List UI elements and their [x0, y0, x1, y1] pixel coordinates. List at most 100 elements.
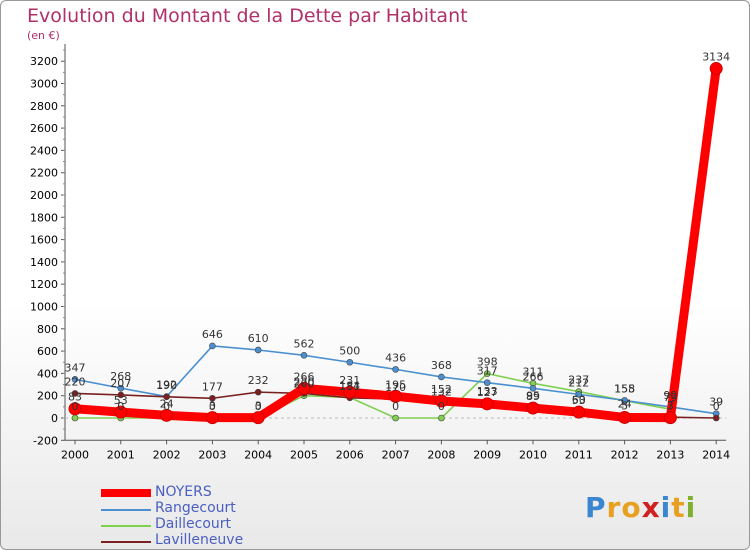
data-label: 7 — [667, 399, 674, 412]
data-point — [438, 414, 445, 422]
data-label: 5 — [621, 399, 628, 412]
y-tick-label: 3200 — [30, 55, 58, 68]
data-label: 60 — [572, 393, 586, 406]
y-tick-label: 800 — [37, 323, 58, 336]
data-point — [575, 391, 583, 398]
data-point — [392, 414, 399, 422]
data-point — [438, 373, 445, 381]
data-label: 237 — [568, 374, 589, 387]
data-point — [71, 390, 79, 397]
data-label: 195 — [385, 378, 406, 391]
data-point — [712, 414, 720, 422]
x-tick-label: 2011 — [565, 448, 593, 461]
data-label: 0 — [392, 400, 399, 413]
legend-label-daillecourt: Daillecourt — [155, 516, 232, 532]
x-tick-label: 2008 — [427, 448, 455, 461]
data-point — [346, 358, 354, 366]
data-label: 127 — [477, 386, 498, 399]
data-label: 24 — [160, 397, 174, 410]
legend-swatch-daillecourt — [101, 525, 151, 527]
data-label: 3 — [209, 400, 216, 413]
y-tick-label: -200 — [33, 434, 58, 447]
logo-letter: P — [585, 491, 607, 524]
data-label: 3134 — [702, 51, 730, 64]
data-label: 0 — [255, 400, 262, 413]
data-point — [209, 342, 216, 350]
x-tick-label: 2007 — [382, 448, 410, 461]
data-label: 347 — [65, 361, 86, 374]
y-tick-label: 1200 — [30, 278, 58, 291]
logo-letter: x — [641, 491, 661, 524]
data-label: 0 — [163, 400, 170, 413]
legend: NOYERS Rangecourt Daillecourt Lavilleneu… — [101, 484, 301, 549]
legend-label-rangecourt: Rangecourt — [155, 500, 236, 516]
data-label: 232 — [248, 374, 269, 387]
data-label: 200 — [294, 378, 315, 391]
legend-item-lavilleneuve: Lavilleneuve — [101, 532, 301, 549]
data-label: 317 — [477, 365, 498, 378]
data-label: 177 — [202, 380, 223, 393]
data-label: 0 — [438, 400, 445, 413]
data-point — [434, 394, 448, 408]
series-rangecourt — [71, 342, 720, 417]
data-label: 0 — [117, 400, 124, 413]
y-tick-label: 2200 — [30, 167, 58, 180]
data-label: 170 — [385, 381, 406, 394]
data-label: 646 — [202, 328, 223, 341]
data-label: 24 — [618, 397, 632, 410]
data-point — [572, 405, 586, 419]
data-label: 562 — [294, 337, 315, 350]
data-point — [163, 393, 170, 401]
x-tick-label: 2014 — [702, 448, 730, 461]
data-label: 184 — [339, 379, 360, 392]
logo-letter: t — [671, 491, 686, 524]
data-label: 231 — [339, 374, 360, 387]
y-tick-label: 1600 — [30, 234, 58, 247]
data-label: 192 — [156, 379, 177, 392]
data-point — [117, 384, 125, 392]
data-point — [621, 397, 628, 404]
data-point — [709, 62, 723, 76]
data-point — [663, 411, 677, 425]
data-label: 133 — [477, 385, 498, 398]
data-label: 368 — [431, 359, 452, 372]
data-point — [68, 402, 82, 416]
proxiti-logo: Proxiti — [585, 491, 696, 524]
data-point — [71, 414, 79, 422]
x-tick-label: 2004 — [244, 448, 272, 461]
y-tick-label: 600 — [37, 345, 58, 358]
data-label: 220 — [294, 375, 315, 388]
x-tick-label: 2003 — [198, 448, 226, 461]
data-label: 132 — [431, 385, 452, 398]
y-tick-label: 1800 — [30, 211, 58, 224]
legend-swatch-noyers — [101, 489, 151, 497]
logo-letter: o — [621, 491, 642, 524]
y-tick-label: 1000 — [30, 301, 58, 314]
data-point — [483, 379, 491, 386]
logo-letter: i — [685, 491, 697, 524]
data-label: 181 — [339, 380, 360, 393]
x-tick-label: 2005 — [290, 448, 318, 461]
y-tick-label: 2800 — [30, 100, 58, 113]
chart-title: Evolution du Montant de la Dette par Hab… — [27, 5, 468, 27]
series-line-noyers — [70, 64, 721, 423]
x-tick-label: 2002 — [153, 448, 181, 461]
x-tick-label: 2013 — [656, 448, 684, 461]
y-tick-label: 0 — [51, 412, 58, 425]
data-label: 39 — [709, 396, 723, 409]
legend-item-noyers: NOYERS — [101, 484, 301, 501]
x-tick-label: 2012 — [611, 448, 639, 461]
data-point — [529, 385, 537, 392]
chart-subtitle: (en €) — [27, 29, 60, 42]
data-label: 53 — [572, 394, 586, 407]
data-label: 95 — [526, 389, 540, 402]
data-point — [526, 401, 540, 415]
data-point — [300, 352, 308, 359]
data-point — [254, 388, 262, 396]
data-point — [71, 376, 79, 383]
x-tick-label: 2009 — [473, 448, 501, 461]
y-tick-label: 1400 — [30, 256, 58, 269]
data-point — [205, 411, 219, 425]
data-point — [117, 391, 125, 399]
